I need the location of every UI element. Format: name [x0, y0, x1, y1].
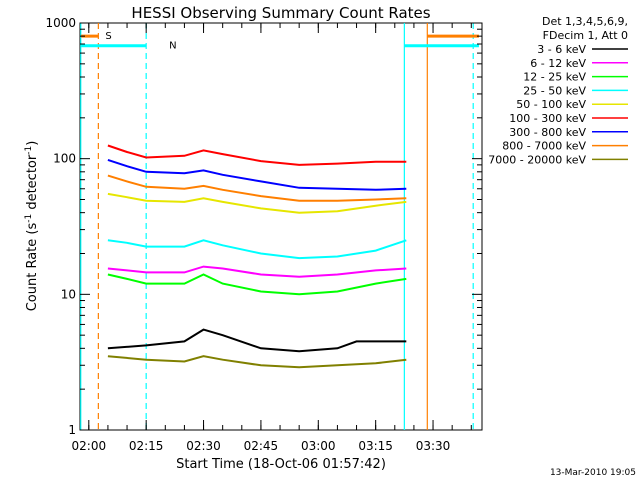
y-tick-label: 1000: [45, 16, 76, 30]
y-axis-title-end: ): [25, 141, 40, 146]
series-line-3: [107, 239, 407, 260]
series-line-4: [107, 192, 407, 214]
y-tick-label: 10: [61, 287, 76, 301]
y-axis-title-sup2: -1: [24, 146, 34, 155]
time-markers: [80, 23, 474, 430]
legend-label-6: 300 - 800 keV: [509, 126, 586, 139]
series-line-8: [107, 355, 407, 369]
legend-label-5: 100 - 300 keV: [509, 112, 586, 125]
legend-label-0: 3 - 6 keV: [537, 43, 586, 56]
series-line-5: [107, 144, 407, 166]
legend-header-line-1: Det 1,3,4,5,6,9,: [542, 15, 628, 28]
x-tick-label: 02:00: [72, 439, 107, 453]
x-tick-label: 02:45: [244, 439, 279, 453]
legend-label-8: 7000 - 20000 keV: [488, 153, 586, 166]
legend-header-line-2: FDecim 1, Att 0: [543, 29, 628, 42]
legend-label-2: 12 - 25 keV: [523, 71, 586, 84]
legend-label-3: 25 - 50 keV: [523, 84, 586, 97]
series-line-6: [107, 158, 407, 191]
y-tick-label: 1: [68, 423, 76, 437]
legend-label-1: 6 - 12 keV: [530, 57, 586, 70]
x-tick-label: 03:15: [358, 439, 393, 453]
x-axis-title: Start Time (18-Oct-06 01:57:42): [176, 457, 386, 472]
x-tick-label: 03:00: [301, 439, 336, 453]
plot-frame: [79, 22, 483, 431]
series-line-1: [107, 265, 407, 278]
legend-label-7: 800 - 7000 keV: [502, 140, 586, 153]
y-tick-label: 100: [53, 152, 76, 166]
x-tick-label: 03:30: [416, 439, 451, 453]
y-axis-title: Count Rate (s-1 detector-1): [24, 141, 40, 312]
generation-timestamp: 13-Mar-2010 19:05: [550, 468, 636, 478]
chart-title: HESSI Observing Summary Count Rates: [131, 4, 430, 22]
x-axis: 02:00 02:15 02:30 02:45 03:00 03:15 03:30: [72, 23, 472, 453]
x-tick-label: 02:30: [186, 439, 221, 453]
y-axis-title-mid: detector: [25, 154, 40, 214]
legend: Det 1,3,4,5,6,9, FDecim 1, Att 0 3 - 6 k…: [488, 15, 628, 166]
series-line-2: [107, 273, 407, 296]
y-axis-title-sup1: -1: [24, 214, 34, 223]
flag-bars: SN: [81, 31, 479, 52]
series-lines: [107, 144, 407, 369]
y-axis-title-main: Count Rate (s: [25, 223, 40, 312]
series-line-7: [107, 174, 407, 202]
y-axis: 1 10 100 1000: [45, 16, 482, 437]
flag-s-label: S: [105, 31, 111, 42]
legend-label-4: 50 - 100 keV: [516, 98, 586, 111]
series-line-0: [107, 328, 407, 353]
flag-n-label: N: [169, 41, 176, 52]
x-tick-label: 02:15: [129, 439, 164, 453]
